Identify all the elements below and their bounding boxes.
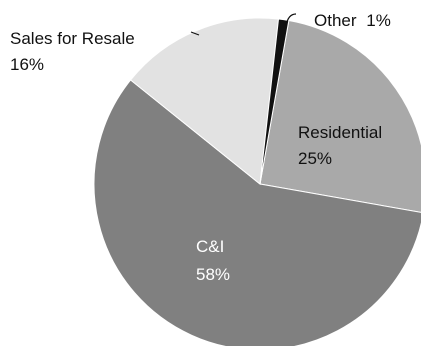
leader-line-other <box>285 13 297 27</box>
slice-value-residential: 25% <box>298 149 332 168</box>
slice-value-sales-for-resale: 16% <box>10 55 44 74</box>
pie-slices <box>93 17 421 346</box>
leader-line-sales-for-resale <box>190 31 200 36</box>
slice-label-sales-for-resale: Sales for Resale <box>10 29 135 48</box>
slice-ci <box>93 79 421 346</box>
slice-label-residential: Residential <box>298 123 382 142</box>
slice-label-other-name: Other <box>314 11 357 30</box>
slice-label-ci: C&I <box>196 237 224 256</box>
slice-residential <box>259 19 421 213</box>
slice-label-other-value: 1% <box>366 11 391 30</box>
slice-other <box>259 18 290 185</box>
leader-lines <box>190 13 297 36</box>
slice-value-ci: 58% <box>196 265 230 284</box>
slice-label-other: Other 1% <box>314 11 391 30</box>
slice-sales-for-resale <box>129 17 280 185</box>
